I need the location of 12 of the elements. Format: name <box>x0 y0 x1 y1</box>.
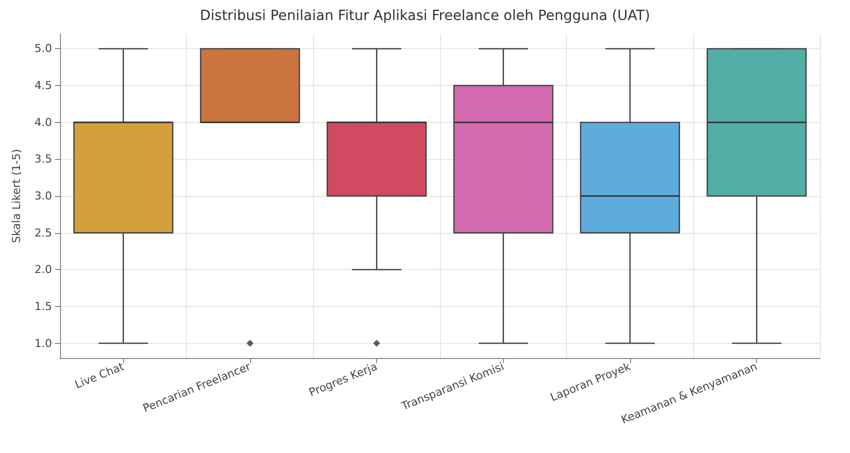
y-tick-label: 2.0 <box>34 263 52 276</box>
y-tick-label: 3.0 <box>34 190 52 202</box>
y-tick-label: 5.0 <box>34 42 52 56</box>
y-tick-label: 1.5 <box>34 300 52 313</box>
x-tick-label: Live Chat <box>73 360 126 392</box>
y-tick-label: 3.5 <box>34 152 52 166</box>
y-tick-label: 2.5 <box>34 226 52 240</box>
y-axis-title: Skala Likert (1-5) <box>10 148 23 244</box>
y-tick-label: 4.5 <box>34 79 52 92</box>
chart-title: Distribusi Penilaian Fitur Aplikasi Freelance oleh Pengguna (UAT) <box>200 8 650 24</box>
y-tick-label: 1.0 <box>34 336 52 350</box>
y-tick-label: 4.0 <box>34 116 52 129</box>
